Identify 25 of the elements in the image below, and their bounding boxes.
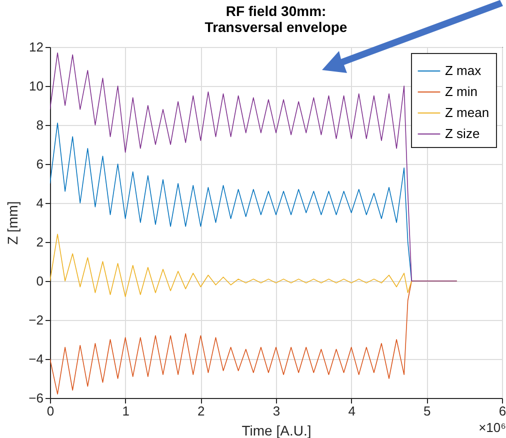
x-tick-label: 1 [122, 404, 130, 418]
x-tick-label: 2 [198, 404, 205, 418]
legend-label: Z max [445, 63, 482, 78]
chart-title: RF field 30mm: Transversal envelope [204, 3, 348, 35]
x-tick-label: 5 [424, 404, 431, 418]
x-tick-label: 4 [348, 404, 356, 418]
x-tick-label: 3 [272, 404, 280, 418]
legend-label: Z min [445, 84, 478, 99]
y-tick-label: 2 [36, 234, 44, 250]
x-tick-label: 6 [498, 404, 506, 418]
y-tick-label: −4 [28, 352, 44, 366]
legend-label: Z mean [445, 105, 490, 120]
y-tick-label: 4 [36, 196, 44, 210]
line-series [50, 52, 458, 282]
y-tick-label: −6 [28, 390, 44, 406]
y-tick-label: 8 [36, 118, 44, 132]
text: ×10⁶ [478, 420, 506, 435]
x-tick-label: 0 [46, 404, 54, 418]
y-tick-label: 6 [36, 156, 44, 172]
y-tick-label: 10 [29, 78, 44, 94]
y-axis-title: Z [mm] [4, 201, 21, 245]
y-tick-label: 0 [36, 274, 44, 288]
legend-label: Z size [445, 126, 480, 141]
y-tick-label: −2 [28, 312, 44, 328]
y-tick-label: 12 [29, 40, 44, 54]
